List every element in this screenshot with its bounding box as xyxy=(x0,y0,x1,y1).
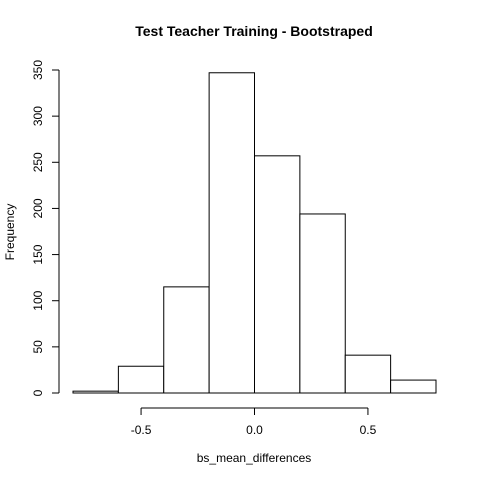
histogram-bar-2 xyxy=(117,365,165,394)
y-tick-label: 300 xyxy=(31,106,45,126)
y-tick-label: 50 xyxy=(31,340,45,354)
y-axis: 0 50 100 150 200 250 300 350 xyxy=(31,60,60,396)
y-tick-label: 0 xyxy=(31,389,45,396)
y-tick-label: 250 xyxy=(31,152,45,172)
y-tick-label: 350 xyxy=(31,60,45,80)
histogram-bar-4 xyxy=(208,72,255,394)
histogram-bar-6 xyxy=(299,213,346,394)
y-tick-label: 150 xyxy=(31,244,45,264)
histogram-bars xyxy=(72,72,437,394)
y-tick-label: 100 xyxy=(31,290,45,310)
x-axis-label: bs_mean_differences xyxy=(197,451,312,465)
x-tick-label: 0.5 xyxy=(360,423,377,437)
x-axis: -0.5 0.0 0.5 xyxy=(131,407,377,437)
histogram-bar-7 xyxy=(344,354,392,394)
x-tick-label: -0.5 xyxy=(131,423,152,437)
chart-title: Test Teacher Training - Bootstraped xyxy=(135,23,373,39)
x-tick-label: 0.0 xyxy=(246,423,263,437)
histogram-bar-5 xyxy=(254,155,301,394)
histogram-bar-1 xyxy=(72,390,119,394)
histogram-bar-3 xyxy=(163,286,210,394)
y-tick-label: 200 xyxy=(31,198,45,218)
histogram-bar-8 xyxy=(390,379,437,394)
y-axis-label: Frequency xyxy=(3,204,17,261)
